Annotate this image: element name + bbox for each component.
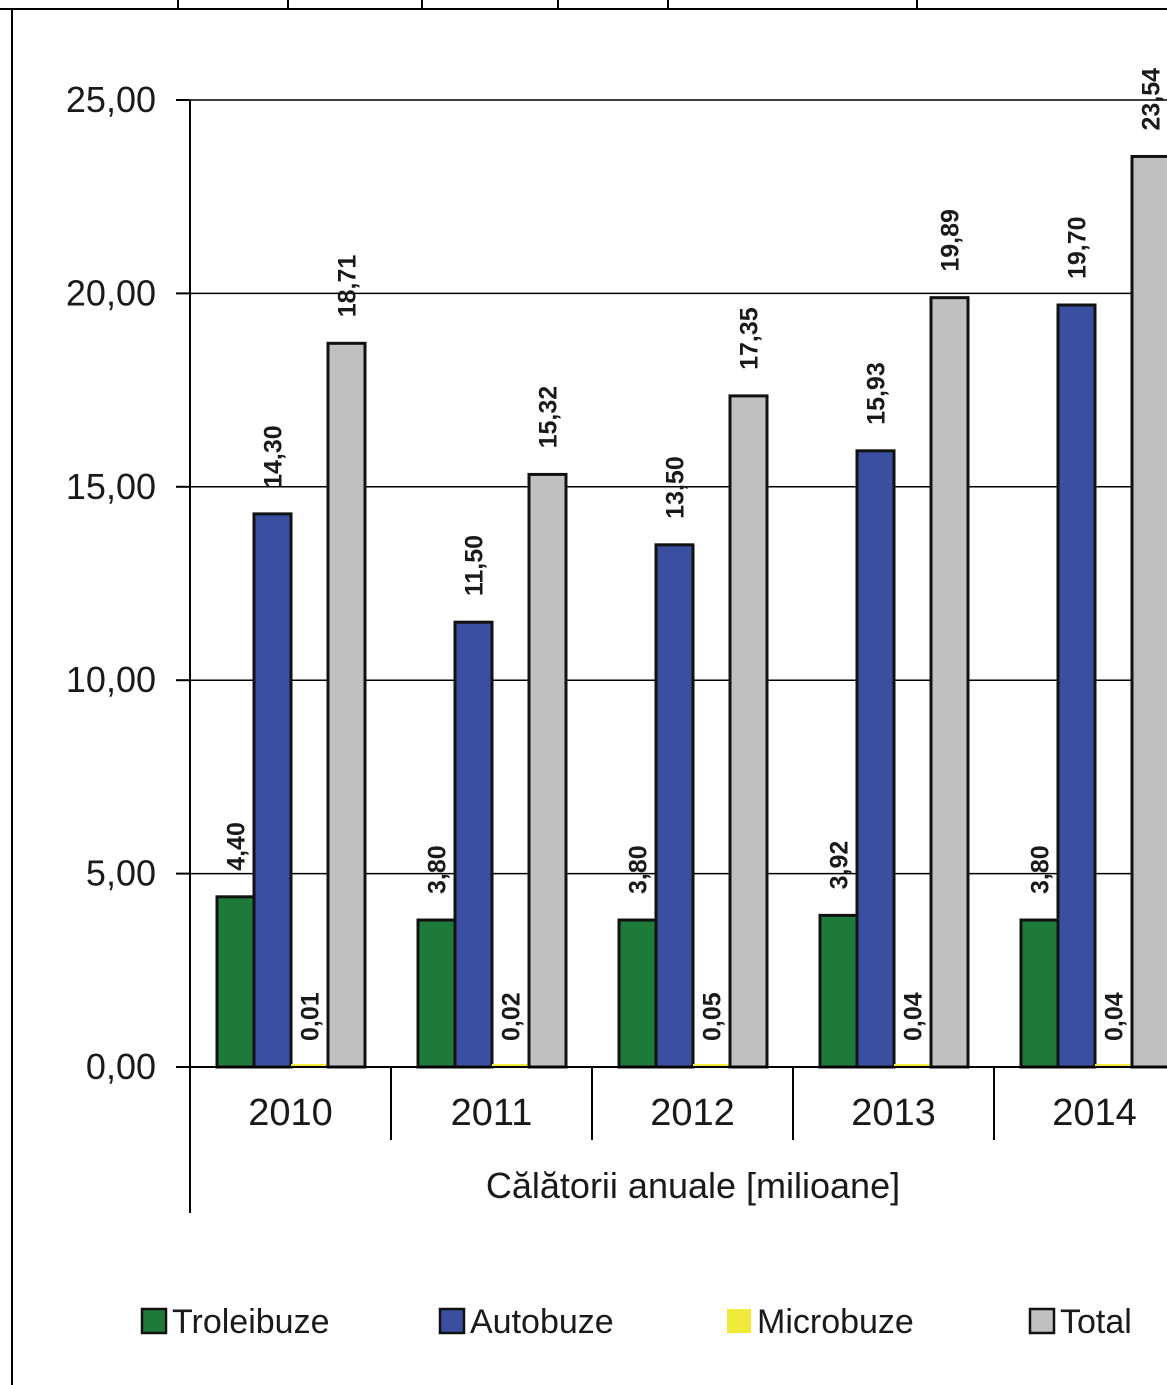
data-label: 23,54 [1138,68,1166,131]
data-label: 3,92 [826,841,854,890]
data-label: 0,04 [1101,992,1129,1041]
bar-total [929,296,970,1069]
data-labels: 4,40 14,30 0,01 18,71 3,80 11,50 0,02 15,32 3,80… [223,68,1166,1041]
table-ticks [177,0,918,9]
bar-microbuze [492,1064,529,1067]
bar-autobuze [453,620,494,1069]
bar-troleibuze [617,918,658,1069]
legend: Troleibuze Autobuze Microbuze Total [140,1303,1132,1341]
legend-label-troleibuze: Troleibuze [172,1303,329,1341]
x-tick-label: 2014 [1052,1092,1137,1134]
bars [215,154,1167,1069]
legend-swatch-autobuze [438,1307,466,1335]
data-label: 15,32 [535,386,563,449]
y-tick-label: 15,00 [66,466,156,507]
legend-label-autobuze: Autobuze [470,1303,614,1341]
data-label: 0,01 [297,992,325,1041]
y-tick-label: 5,00 [86,853,156,894]
data-label: 11,50 [461,535,489,596]
x-tick-label: 2012 [650,1092,735,1134]
y-tick-label: 20,00 [66,272,156,313]
axes: 0,00 5,00 10,00 15,00 20,00 25,00 2010 2011 2012… [66,79,1167,1213]
data-label: 0,04 [900,992,928,1041]
data-label: 3,80 [424,845,452,894]
y-tick-label: 10,00 [66,659,156,700]
data-label: 3,80 [1027,845,1055,894]
bar-total [527,472,568,1069]
bar-autobuze [252,512,293,1069]
legend-swatch-troleibuze [140,1307,168,1335]
data-label: 17,35 [736,307,764,370]
legend-swatch-total [1028,1307,1056,1335]
data-label: 14,30 [260,425,288,488]
bar-total [728,394,769,1069]
bar-troleibuze [1019,918,1060,1069]
bar-microbuze [1095,1064,1132,1067]
data-label: 0,02 [498,992,526,1041]
bar-microbuze [894,1064,931,1067]
bar-autobuze [1056,303,1097,1069]
data-label: 0,05 [699,992,727,1041]
legend-label-microbuze: Microbuze [757,1303,914,1341]
bar-autobuze [654,543,695,1069]
x-axis-title: Călătorii anuale [milioane] [486,1165,900,1206]
bar-microbuze [693,1064,730,1067]
bar-autobuze [855,449,896,1069]
data-label: 15,93 [863,362,891,425]
bar-troleibuze [818,913,859,1069]
bar-troleibuze [215,895,256,1069]
y-tick-label: 0,00 [86,1046,156,1087]
data-label: 19,70 [1064,216,1092,279]
y-tick-label: 25,00 [66,79,156,120]
x-tick-label: 2011 [451,1092,533,1134]
bar-total [326,341,367,1069]
legend-swatch-microbuze [727,1309,751,1333]
legend-label-total: Total [1060,1303,1132,1341]
data-label: 13,50 [662,456,690,519]
bar-total [1130,154,1167,1069]
x-tick-label: 2013 [851,1092,936,1134]
data-label: 4,40 [223,822,251,871]
data-label: 19,89 [937,209,965,272]
bar-troleibuze [416,918,457,1069]
data-label: 18,71 [334,255,362,318]
bar-microbuze [291,1064,328,1067]
data-label: 3,80 [625,845,653,894]
x-tick-label: 2010 [248,1092,333,1134]
